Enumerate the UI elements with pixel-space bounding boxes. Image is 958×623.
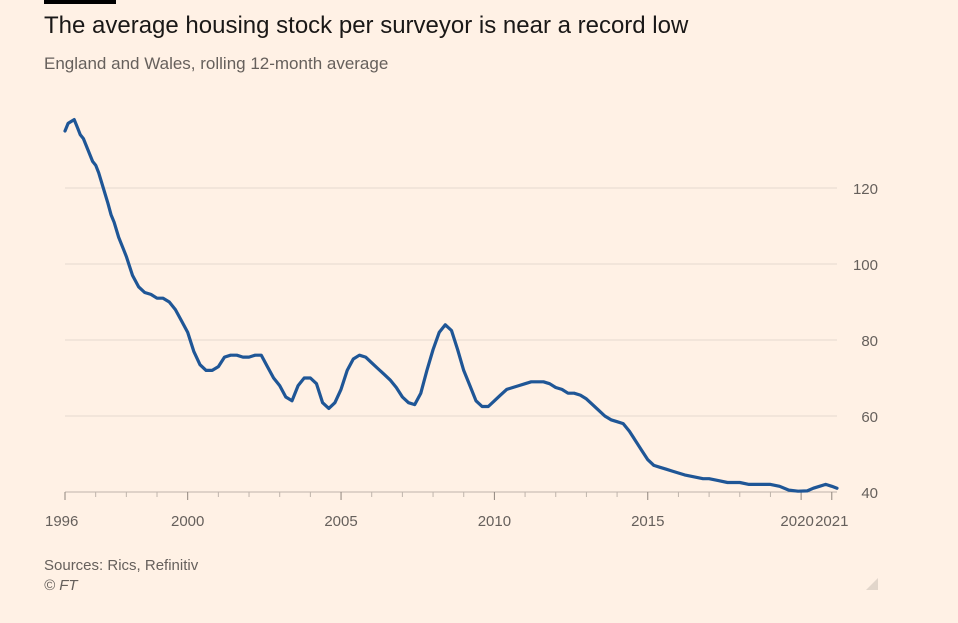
x-axis: 1996 2000 2005 2010 2015 2020 2021 [45,491,848,530]
y-tick-label: 80 [861,333,878,350]
x-tick-label: 2000 [171,513,204,530]
x-tick-label: 2005 [324,513,357,530]
series-line-0 [63,118,839,493]
x-tick-label: 2015 [631,513,664,530]
x-tick-label: 1996 [45,513,78,530]
y-tick-label: 120 [853,181,878,198]
x-tick-label: 2010 [478,513,511,530]
chart-title: The average housing stock per surveyor i… [44,12,689,39]
y-tick-label: 100 [853,257,878,274]
y-tick-label: 40 [861,485,878,502]
x-tick-label: 2020 [780,513,813,530]
x-tick-label: 2021 [815,513,848,530]
copyright-note: © FT [44,577,78,594]
plot-area [63,118,839,493]
resize-grip-icon[interactable] [866,578,878,590]
chart-subtitle: England and Wales, rolling 12-month aver… [44,54,389,73]
source-note: Sources: Rics, Refinitiv [44,557,199,574]
brand-bar [44,0,116,4]
y-axis-labels: 40 60 80 100 120 [853,181,878,502]
y-tick-label: 60 [861,409,878,426]
gridlines [65,187,837,417]
